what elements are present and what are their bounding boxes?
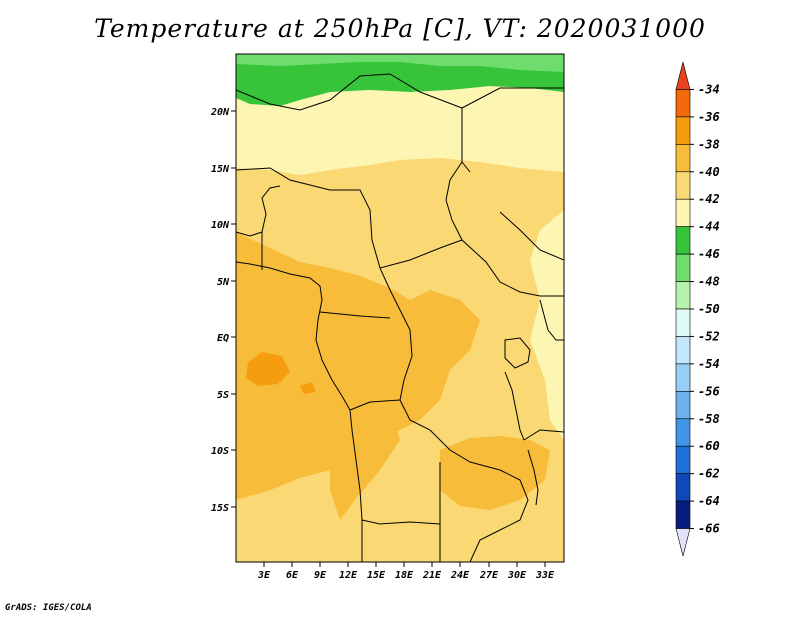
lon-label: 27E <box>479 570 499 581</box>
lon-label: 18E <box>395 570 414 581</box>
colorbar-swatch <box>675 391 691 420</box>
field-region-46-north <box>236 54 564 72</box>
lat-ticks <box>231 110 236 508</box>
colorbar-label: -54 <box>698 357 720 371</box>
colorbar-label: -48 <box>698 275 720 289</box>
lon-label: 12E <box>339 570 358 581</box>
lat-label: EQ <box>217 333 229 344</box>
colorbar-label: -66 <box>698 522 720 536</box>
field-region-38-mid <box>330 400 400 520</box>
colorbar-label: -38 <box>698 137 720 151</box>
colorbar-label: -52 <box>698 329 720 343</box>
colorbar-swatch <box>675 418 691 447</box>
colorbar-label: -34 <box>698 82 720 96</box>
lat-label: 15N <box>211 164 230 175</box>
temperature-field <box>236 54 564 562</box>
colorbar-label: -60 <box>698 439 720 453</box>
colorbar-label: -58 <box>698 412 720 426</box>
colorbar: -34 -36 -38 -40 -42 -44 -46 -48 -50 -52 -54 -56 -58 -… <box>675 61 720 557</box>
border-2 <box>461 87 564 109</box>
field-region-36 <box>246 352 290 386</box>
colorbar-swatch <box>675 144 691 173</box>
border-3 <box>236 167 381 269</box>
colorbar-label: -36 <box>698 110 720 124</box>
colorbar-label: -50 <box>698 302 720 316</box>
colorbar-label: -44 <box>698 220 720 234</box>
lon-label: 15E <box>367 570 386 581</box>
lat-label: 10N <box>211 220 230 231</box>
lon-label: 33E <box>535 570 555 581</box>
colorbar-swatch <box>675 281 691 310</box>
border-13 <box>523 429 564 441</box>
colorbar-swatch <box>675 253 691 282</box>
field-region-38-east <box>440 436 550 510</box>
colorbar-label: -62 <box>698 467 720 481</box>
border-16 <box>539 299 564 341</box>
colorbar-label: -64 <box>698 494 720 508</box>
border-4 <box>379 239 564 297</box>
border-8 <box>319 311 391 319</box>
lon-label: 6E <box>286 570 299 581</box>
lat-label: 15S <box>211 503 229 514</box>
colorbar-label: -40 <box>698 165 720 179</box>
colorbar-swatch <box>675 198 691 227</box>
colorbar-swatch <box>675 61 691 90</box>
lake-victoria <box>504 337 531 369</box>
lake-malawi <box>527 449 539 506</box>
colorbar-swatch <box>675 500 691 529</box>
lon-label: 21E <box>422 570 442 581</box>
border-14 <box>236 185 281 237</box>
lat-labels: 20N 15N 10N 5N EQ 5S 10S 15S <box>210 107 230 514</box>
lake-tanganyika <box>504 371 525 441</box>
border-10 <box>361 519 441 562</box>
map-title: Temperature at 250hPa [C], VT: 202003100… <box>94 14 706 43</box>
border-9 <box>349 399 401 411</box>
lon-label: 9E <box>314 570 327 581</box>
colorbar-label: -56 <box>698 384 720 398</box>
colorbar-label: -46 <box>698 247 720 261</box>
colorbar-swatch <box>675 473 691 502</box>
colorbar-swatch <box>675 171 691 200</box>
grads-credit: GrADS: IGES/COLA <box>5 603 92 613</box>
border-12 <box>469 469 529 562</box>
lon-label: 24E <box>450 570 470 581</box>
border-5 <box>445 161 463 241</box>
colorbar-swatch <box>675 226 691 255</box>
colorbar-label: -42 <box>698 192 720 206</box>
colorbar-swatch <box>675 445 691 474</box>
colorbar-swatch <box>675 89 691 118</box>
lat-label: 20N <box>210 107 230 118</box>
field-region-36-small <box>300 382 316 394</box>
border-6 <box>499 211 564 261</box>
lon-labels: 3E 6E 9E 12E 15E 18E 21E 24E 27E 30E 33E <box>257 570 555 581</box>
lon-ticks <box>263 562 546 567</box>
colorbar-swatch <box>675 363 691 392</box>
border-1 <box>236 73 471 173</box>
map-frame <box>235 53 565 563</box>
colorbar-swatch <box>675 308 691 337</box>
lat-label: 5N <box>217 277 230 288</box>
lat-label: 5S <box>217 390 229 401</box>
map-boundaries <box>236 73 564 562</box>
lon-label: 30E <box>507 570 527 581</box>
colorbar-swatch <box>675 116 691 145</box>
coastline <box>236 261 363 562</box>
colorbar-swatch <box>675 336 691 365</box>
lon-label: 3E <box>257 570 271 581</box>
field-region-38-west <box>236 232 480 500</box>
colorbar-swatch <box>675 528 691 557</box>
border-7 <box>379 267 501 471</box>
lat-label: 10S <box>211 446 229 457</box>
